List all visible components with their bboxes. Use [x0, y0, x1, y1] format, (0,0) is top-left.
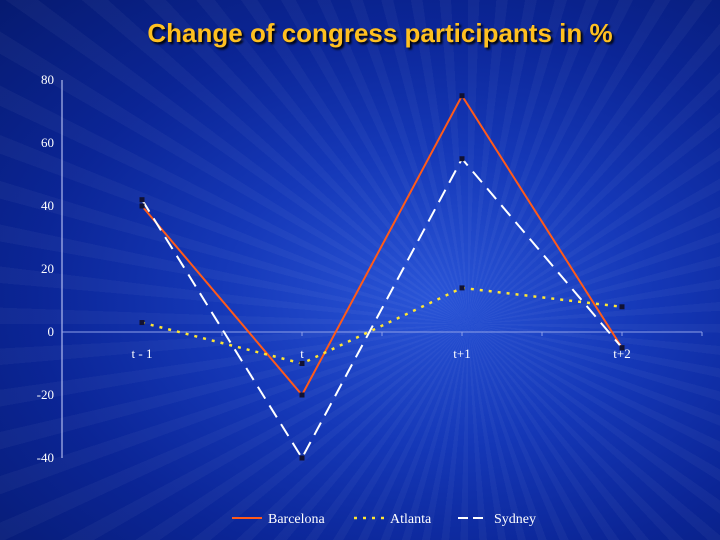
data-point-barcelona — [299, 392, 305, 398]
series-line-atlanta — [141, 286, 623, 365]
chart-title: Change of congress participants in % — [147, 18, 613, 48]
x-tick-label: t+1 — [453, 346, 470, 361]
legend: Barcelona Atlanta Sydney — [232, 512, 536, 527]
data-point-atlanta — [299, 361, 305, 366]
legend-label-sydney: Sydney — [494, 512, 536, 527]
data-point-barcelona — [139, 203, 145, 209]
legend-label-barcelona: Barcelona — [268, 512, 326, 527]
data-point-barcelona — [459, 93, 465, 99]
legend-label-atlanta: Atlanta — [390, 512, 432, 527]
y-tick-label: 40 — [41, 198, 54, 213]
y-tick-label: -40 — [37, 450, 54, 465]
x-tick-label: t+2 — [613, 346, 630, 361]
data-point-sydney — [459, 156, 465, 162]
data-point-sydney — [139, 197, 145, 203]
data-point-sydney — [619, 345, 625, 351]
y-tick-label: 60 — [41, 135, 54, 150]
data-point-atlanta — [619, 304, 625, 310]
x-tick-label: t — [300, 346, 304, 361]
y-tick-label: 0 — [48, 324, 55, 339]
data-point-atlanta — [139, 320, 145, 326]
y-tick-label: 80 — [41, 72, 54, 87]
y-tick-label: -20 — [37, 387, 54, 402]
data-point-sydney — [299, 455, 305, 461]
x-tick-label: t - 1 — [132, 346, 153, 361]
series-line-sydney — [141, 156, 623, 461]
y-tick-label: 20 — [41, 261, 54, 276]
data-point-atlanta — [459, 285, 465, 291]
series-line-barcelona — [141, 93, 623, 397]
